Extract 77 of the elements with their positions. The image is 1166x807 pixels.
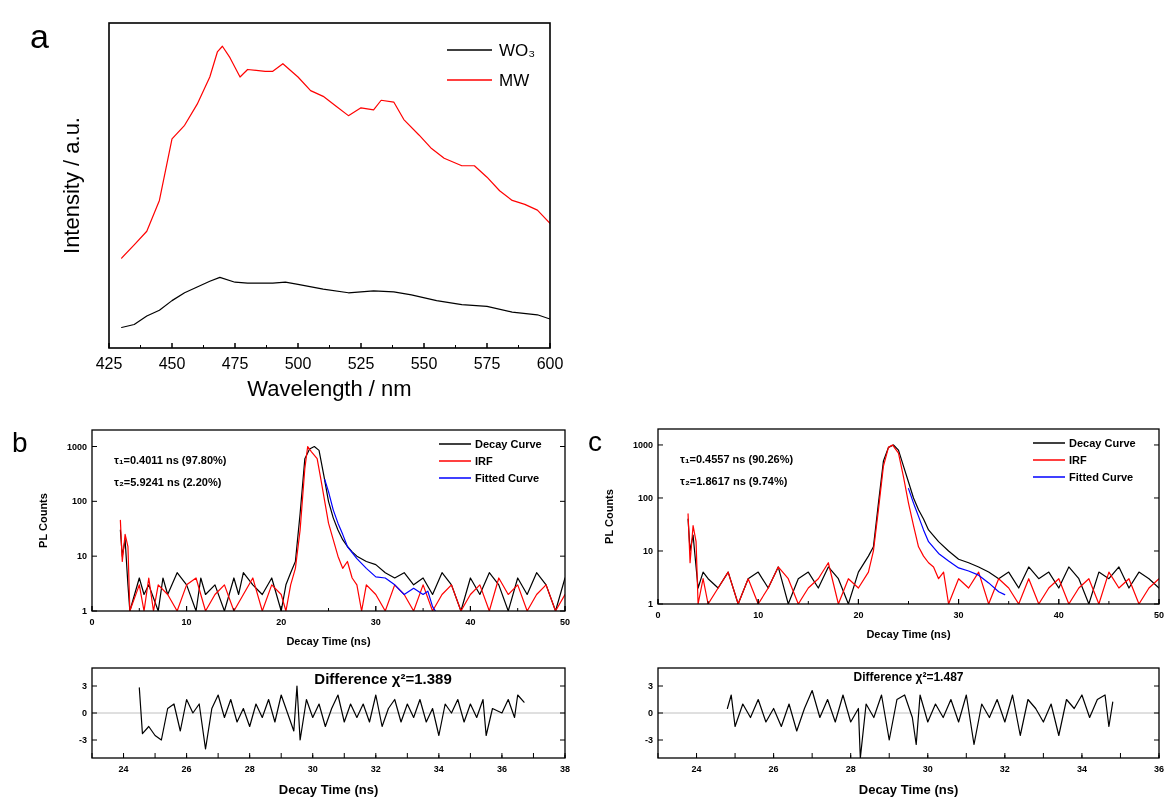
legend-label: Decay Curve	[475, 437, 542, 450]
x-tick-label: 475	[221, 355, 249, 372]
y-axis-title: PL Counts	[603, 489, 615, 544]
y-tick-label: 3	[81, 681, 87, 692]
legend-label: IRF	[1069, 453, 1087, 466]
x-tick-label: 36	[1153, 764, 1165, 774]
annotation: τ₁=0.4557 ns (90.26%)	[680, 453, 794, 465]
x-tick-label: 30	[370, 617, 381, 627]
x-tick-label: 26	[181, 764, 192, 774]
x-tick-label: 24	[118, 764, 129, 774]
annotation: Difference χ²=1.487	[853, 670, 964, 684]
legend-label: WO₃	[499, 40, 536, 60]
x-tick-label: 0	[89, 617, 95, 627]
x-tick-label: 30	[922, 764, 933, 774]
y-axis-title: PL Counts	[37, 493, 49, 548]
x-axis-title: Decay Time (ns)	[278, 782, 379, 797]
x-tick-label: 10	[753, 610, 764, 620]
x-tick-label: 20	[853, 610, 864, 620]
x-tick-label: 450	[158, 355, 186, 372]
annotation: τ₁=0.4011 ns (97.80%)	[114, 454, 227, 466]
y-tick-label: 1000	[632, 440, 653, 451]
x-axis-title: Decay Time (ns)	[858, 782, 959, 797]
text: c	[588, 426, 602, 457]
x-tick-label: 34	[1076, 764, 1087, 774]
x-tick-label: 28	[244, 764, 255, 774]
legend-label: Fitted Curve	[475, 471, 540, 484]
x-tick-label: 50	[559, 617, 571, 627]
y-tick-label: 0	[647, 708, 653, 719]
x-tick-label: 36	[496, 764, 507, 774]
y-tick-label: -3	[644, 735, 653, 746]
legend-label: Fitted Curve	[1069, 470, 1134, 483]
x-tick-label: 30	[953, 610, 964, 620]
x-axis-title: Wavelength / nm	[247, 376, 412, 401]
y-axis-title: Intensity / a.u.	[59, 117, 84, 254]
x-tick-label: 26	[768, 764, 779, 774]
x-axis-title: Decay Time (ns)	[866, 628, 951, 640]
x-tick-label: 34	[433, 764, 444, 774]
text: a	[30, 17, 49, 55]
legend-label: Decay Curve	[1069, 436, 1136, 449]
line-series	[324, 478, 436, 611]
y-tick-label: 1	[647, 599, 653, 610]
x-tick-label: 525	[347, 355, 375, 372]
legend-label: MW	[499, 70, 530, 90]
y-tick-label: 10	[642, 546, 653, 557]
y-tick-label: -3	[78, 735, 87, 746]
y-tick-label: 0	[81, 708, 87, 719]
annotation: τ₂=5.9241 ns (2.20%)	[114, 476, 222, 488]
x-tick-label: 10	[181, 617, 192, 627]
y-tick-label: 3	[647, 681, 653, 692]
x-tick-label: 32	[370, 764, 381, 774]
annotation: Difference χ²=1.389	[314, 670, 452, 687]
y-tick-label: 100	[71, 496, 87, 507]
x-tick-label: 30	[307, 764, 318, 774]
x-tick-label: 575	[473, 355, 501, 372]
line-series	[138, 685, 525, 750]
x-tick-label: 600	[536, 355, 564, 372]
x-tick-label: 28	[845, 764, 856, 774]
x-tick-label: 500	[284, 355, 312, 372]
y-tick-label: 1000	[66, 441, 87, 452]
line-series	[907, 488, 1006, 596]
x-tick-label: 38	[559, 764, 571, 774]
x-tick-label: 20	[276, 617, 287, 627]
x-tick-label: 32	[999, 764, 1010, 774]
x-tick-label: 425	[95, 355, 123, 372]
legend-label: IRF	[475, 454, 493, 467]
y-tick-label: 100	[637, 493, 653, 504]
annotation: τ₂=1.8617 ns (9.74%)	[680, 475, 788, 487]
x-tick-label: 24	[691, 764, 702, 774]
y-tick-label: 1	[81, 606, 87, 617]
y-tick-label: 10	[76, 551, 87, 562]
x-tick-label: 0	[655, 610, 661, 620]
x-tick-label: 40	[465, 617, 476, 627]
x-tick-label: 50	[1153, 610, 1165, 620]
x-tick-label: 550	[410, 355, 438, 372]
text: b	[12, 427, 28, 458]
x-tick-label: 40	[1053, 610, 1064, 620]
x-axis-title: Decay Time (ns)	[286, 635, 371, 647]
